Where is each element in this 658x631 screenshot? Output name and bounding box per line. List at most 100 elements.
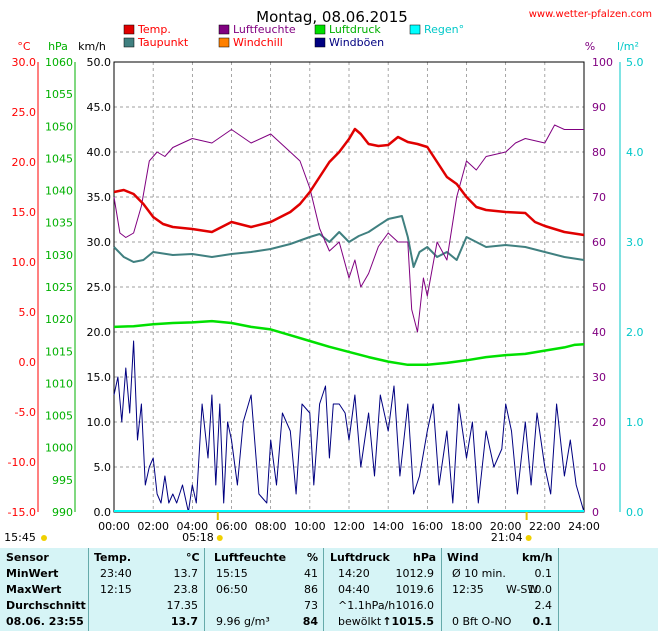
legend-swatch-1 xyxy=(123,37,135,48)
x-tick-10: 20:00 xyxy=(490,520,522,533)
pressure-tick-2: 1050 xyxy=(45,120,73,133)
x-tick-7: 14:00 xyxy=(372,520,404,533)
wind-tick-1: 45.0 xyxy=(87,101,112,114)
stats-cell-press-time: bewölkt xyxy=(338,615,382,628)
stats-cell-wind: 0.1 xyxy=(532,615,553,628)
pressure-tick-7: 1025 xyxy=(45,281,73,294)
stats-cell-temp: 23.8 xyxy=(173,583,199,596)
temp-tick-7: -5.0 xyxy=(15,406,36,419)
legend-label-6: Regen° xyxy=(424,23,464,36)
header-humidity: Luftfeuchte xyxy=(214,551,287,564)
wind-tick-10: 0.0 xyxy=(94,506,112,519)
legend-label-4: Luftdruck xyxy=(329,23,381,36)
stats-cell-press: ↑1015.5 xyxy=(382,615,434,628)
stats-cell-wind-time: 12:35 xyxy=(452,583,484,596)
header-wind-unit: km/h xyxy=(522,551,553,564)
rain-tick-1: 4.0 xyxy=(626,146,644,159)
wind-axis-label: km/h xyxy=(78,40,106,53)
header-pressure: Luftdruck xyxy=(330,551,390,564)
wind-tick-5: 25.0 xyxy=(87,281,112,294)
pressure-tick-10: 1010 xyxy=(45,377,73,390)
humidity-tick-5: 50 xyxy=(592,281,606,294)
stats-cell-label: MinWert xyxy=(6,567,59,580)
stats-cell-press-time: 04:40 xyxy=(338,583,370,596)
series-luftdruck xyxy=(113,319,585,367)
legend-label-0: Temp. xyxy=(137,23,171,36)
stats-cell-temp: 13.7 xyxy=(173,567,199,580)
statistics-table: Sensor Temp. °C Luftfeuchte % Luftdruck … xyxy=(0,548,658,631)
stats-cell-wind-time: Ø 10 min. xyxy=(452,567,506,580)
humidity-tick-9: 10 xyxy=(592,461,606,474)
stats-row: MaxWert 12:15 23.8 06:50 86 04:40 1019.6 12:35 W… xyxy=(0,582,658,598)
sun-label-2: 21:04 xyxy=(491,531,523,544)
stats-cell-temp: 13.7 xyxy=(170,615,198,628)
temp-axis-label: °C xyxy=(17,40,31,53)
stats-cell-hum-time: 9.96 g/m³ xyxy=(216,615,270,628)
pressure-tick-14: 990 xyxy=(52,506,73,519)
wind-tick-2: 40.0 xyxy=(87,146,112,159)
humidity-tick-7: 30 xyxy=(592,371,606,384)
legend-swatch-0 xyxy=(123,24,135,35)
header-temp: Temp. xyxy=(94,551,132,564)
stats-row: MinWert 23:40 13.7 15:15 41 14:20 1012.9 Ø 10 m… xyxy=(0,566,658,582)
website-link[interactable]: www.wetter-pfalzen.com xyxy=(529,9,652,20)
x-tick-1: 02:00 xyxy=(137,520,169,533)
stats-cell-press: 1016.0 xyxy=(395,599,435,612)
stats-cell-press: 1019.6 xyxy=(395,583,435,596)
rain-tick-4: 1.0 xyxy=(626,416,644,429)
temp-tick-5: 5.0 xyxy=(19,306,37,319)
humidity-tick-4: 60 xyxy=(592,236,606,249)
x-tick-4: 08:00 xyxy=(255,520,287,533)
legend-label-1: Taupunkt xyxy=(137,36,189,49)
pressure-tick-1: 1055 xyxy=(45,88,73,101)
stats-row: 08.06. 23:55 13.7 9.96 g/m³ 84 bewölkt ↑1015.… xyxy=(0,614,658,630)
sun-icon-0 xyxy=(41,535,47,541)
stats-cell-label: 08.06. 23:55 xyxy=(6,615,84,628)
wind-tick-9: 5.0 xyxy=(94,461,112,474)
stats-cell-temp: 17.35 xyxy=(166,599,199,612)
humidity-tick-10: 0 xyxy=(592,506,599,519)
pressure-axis-label: hPa xyxy=(48,40,68,53)
rain-tick-3: 2.0 xyxy=(626,326,644,339)
sun-label-0: 15:45 xyxy=(4,531,36,544)
humidity-tick-0: 100 xyxy=(592,56,613,69)
x-tick-9: 18:00 xyxy=(451,520,483,533)
pressure-tick-9: 1015 xyxy=(45,345,73,358)
legend-label-2: Luftfeuchte xyxy=(233,23,296,36)
sun-icon-2 xyxy=(525,535,532,541)
x-tick-8: 16:00 xyxy=(411,520,443,533)
stats-row: Durchschnitt 17.35 73 ^1.1hPa/h 1016.0 2.4 xyxy=(0,598,658,614)
rain-tick-5: 0.0 xyxy=(626,506,644,519)
sun-marks: 15:45 05:18 21:04 xyxy=(4,512,532,544)
wind-tick-7: 15.0 xyxy=(87,371,112,384)
stats-cell-label: Durchschnitt xyxy=(6,599,86,612)
pressure-tick-6: 1030 xyxy=(45,249,73,262)
wind-tick-3: 35.0 xyxy=(87,191,112,204)
x-tick-3: 06:00 xyxy=(216,520,248,533)
chart-title: Montag, 08.06.2015 xyxy=(256,8,408,26)
legend-label-5: Windböen xyxy=(329,36,384,49)
stats-cell-hum: 84 xyxy=(302,615,318,628)
x-tick-0: 00:00 xyxy=(98,520,130,533)
humidity-tick-3: 70 xyxy=(592,191,606,204)
x-tick-11: 22:00 xyxy=(529,520,561,533)
legend-label-3: Windchill xyxy=(233,36,283,49)
stats-cell-wind: 10.0 xyxy=(527,583,553,596)
gridlines xyxy=(114,62,584,512)
x-tick-6: 12:00 xyxy=(333,520,365,533)
stats-cell-temp-time: 23:40 xyxy=(100,567,132,580)
weather-chart: Montag, 08.06.2015 www.wetter-pfalzen.co… xyxy=(4,8,652,544)
legend-swatch-5 xyxy=(314,37,326,48)
x-tick-12: 24:00 xyxy=(568,520,600,533)
wind-tick-4: 30.0 xyxy=(87,236,112,249)
legend-swatch-3 xyxy=(218,37,230,48)
rain-tick-0: 5.0 xyxy=(626,56,644,69)
pressure-tick-13: 995 xyxy=(52,474,73,487)
humidity-tick-6: 40 xyxy=(592,326,606,339)
x-ticks: 00:00 02:00 04:00 06:00 08:00 10:00 12:00 14:00… xyxy=(98,520,600,533)
pressure-tick-8: 1020 xyxy=(45,313,73,326)
temp-tick-2: 20.0 xyxy=(12,156,37,169)
sun-label-1: 05:18 xyxy=(182,531,214,544)
stats-cell-press-time: 14:20 xyxy=(338,567,370,580)
